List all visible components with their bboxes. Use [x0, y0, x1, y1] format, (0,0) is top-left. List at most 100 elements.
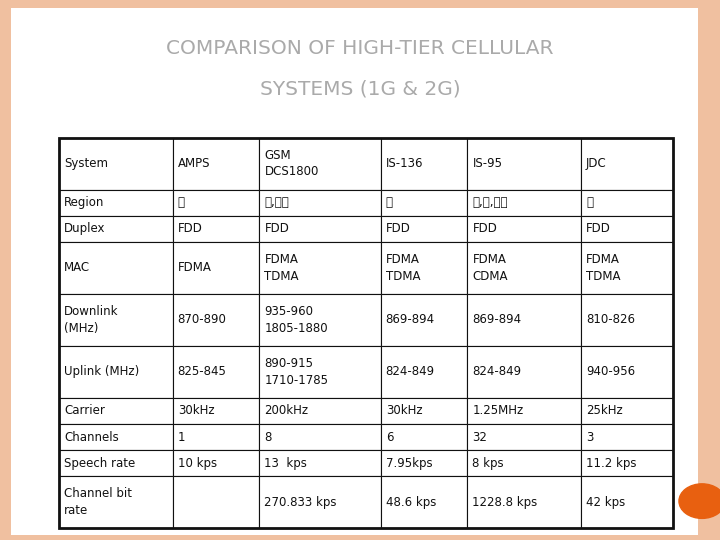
Text: 7.95kps: 7.95kps	[386, 456, 433, 470]
Bar	[381, 450, 467, 476]
Bar	[259, 346, 381, 398]
Text: System: System	[64, 157, 108, 170]
Text: 48.6 kps: 48.6 kps	[386, 496, 436, 509]
Text: 10 kps: 10 kps	[178, 456, 217, 470]
Bar	[59, 216, 173, 242]
Bar	[467, 476, 581, 528]
Bar	[173, 450, 259, 476]
Text: 美: 美	[178, 196, 185, 210]
Bar	[259, 190, 381, 216]
Bar	[381, 346, 467, 398]
Bar	[467, 138, 581, 190]
Text: SYSTEMS (1G & 2G): SYSTEMS (1G & 2G)	[260, 79, 460, 99]
Bar	[259, 450, 381, 476]
Text: FDD: FDD	[178, 222, 202, 235]
Text: FDMA: FDMA	[178, 261, 212, 274]
Text: 美,韓,中國: 美,韓,中國	[472, 196, 508, 210]
Text: 3: 3	[586, 430, 593, 443]
Text: AMPS: AMPS	[178, 157, 210, 170]
Text: 8 kps: 8 kps	[472, 456, 504, 470]
Text: 200kHz: 200kHz	[264, 404, 309, 417]
Bar	[173, 190, 259, 216]
Bar	[467, 294, 581, 346]
Text: Carrier: Carrier	[64, 404, 105, 417]
Text: 935-960
1805-1880: 935-960 1805-1880	[264, 305, 328, 335]
Bar	[467, 346, 581, 398]
Text: 870-890: 870-890	[178, 313, 227, 326]
Bar	[581, 346, 673, 398]
Text: Channels: Channels	[64, 430, 119, 443]
Bar	[59, 450, 173, 476]
Bar	[173, 346, 259, 398]
Text: 270.833 kps: 270.833 kps	[264, 496, 337, 509]
Text: 42 kps: 42 kps	[586, 496, 626, 509]
Text: 13  kps: 13 kps	[264, 456, 307, 470]
Text: Region: Region	[64, 196, 104, 210]
Bar	[59, 138, 673, 528]
Text: Channel bit
rate: Channel bit rate	[64, 487, 132, 517]
Text: MAC: MAC	[64, 261, 90, 274]
Bar	[381, 398, 467, 424]
Circle shape	[679, 484, 720, 518]
Text: FDMA
TDMA: FDMA TDMA	[386, 253, 420, 282]
Text: 890-915
1710-1785: 890-915 1710-1785	[264, 357, 328, 387]
Bar	[173, 242, 259, 294]
Bar	[173, 216, 259, 242]
Bar	[59, 190, 173, 216]
Bar	[259, 424, 381, 450]
Bar	[581, 138, 673, 190]
Text: 11.2 kps: 11.2 kps	[586, 456, 636, 470]
Bar	[581, 216, 673, 242]
Text: 1228.8 kps: 1228.8 kps	[472, 496, 538, 509]
Bar	[581, 242, 673, 294]
Bar	[467, 242, 581, 294]
Text: 8: 8	[264, 430, 272, 443]
Bar	[259, 476, 381, 528]
Bar	[173, 138, 259, 190]
Bar	[381, 190, 467, 216]
Text: 825-845: 825-845	[178, 366, 227, 379]
Text: 日: 日	[586, 196, 593, 210]
Bar	[381, 424, 467, 450]
Text: Speech rate: Speech rate	[64, 456, 135, 470]
Bar	[581, 476, 673, 528]
Text: Uplink (MHz): Uplink (MHz)	[64, 366, 140, 379]
Bar	[59, 424, 173, 450]
Text: FDMA
CDMA: FDMA CDMA	[472, 253, 508, 282]
Text: 美: 美	[386, 196, 392, 210]
Bar	[173, 398, 259, 424]
Bar	[259, 398, 381, 424]
Text: FDD: FDD	[386, 222, 410, 235]
Text: 824-849: 824-849	[386, 366, 435, 379]
Bar	[381, 138, 467, 190]
Bar	[259, 138, 381, 190]
Text: JDC: JDC	[586, 157, 607, 170]
Text: 25kHz: 25kHz	[586, 404, 623, 417]
Bar	[581, 398, 673, 424]
Bar	[467, 190, 581, 216]
Text: 1: 1	[178, 430, 185, 443]
Text: GSM
DCS1800: GSM DCS1800	[264, 149, 319, 179]
Text: FDMA
TDMA: FDMA TDMA	[264, 253, 299, 282]
Bar	[381, 476, 467, 528]
Bar	[581, 424, 673, 450]
Bar	[381, 216, 467, 242]
Bar	[59, 398, 173, 424]
Bar	[381, 294, 467, 346]
Bar	[381, 242, 467, 294]
Text: 1.25MHz: 1.25MHz	[472, 404, 523, 417]
Text: 6: 6	[386, 430, 393, 443]
Text: 30kHz: 30kHz	[386, 404, 423, 417]
Text: IS-136: IS-136	[386, 157, 423, 170]
Text: Duplex: Duplex	[64, 222, 106, 235]
Text: FDD: FDD	[264, 222, 289, 235]
Text: 32: 32	[472, 430, 487, 443]
Bar	[59, 138, 173, 190]
Bar	[259, 216, 381, 242]
Text: COMPARISON OF HIGH-TIER CELLULAR: COMPARISON OF HIGH-TIER CELLULAR	[166, 39, 554, 58]
Bar	[581, 450, 673, 476]
Bar	[173, 476, 259, 528]
Text: FDD: FDD	[586, 222, 611, 235]
Bar	[173, 424, 259, 450]
Bar	[259, 294, 381, 346]
